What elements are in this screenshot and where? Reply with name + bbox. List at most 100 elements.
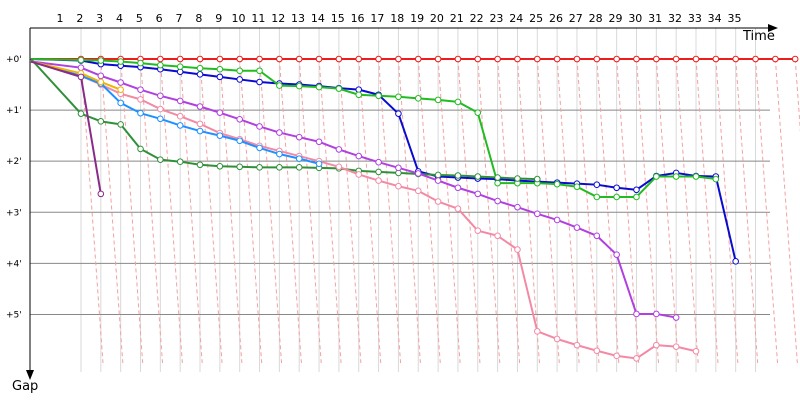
series-point <box>395 182 402 190</box>
lap-diagonal <box>755 58 779 364</box>
series-point <box>553 180 561 188</box>
series-point <box>276 82 283 89</box>
x-axis-arrow-icon <box>768 24 778 32</box>
series-point <box>157 156 164 163</box>
series-point <box>97 78 105 86</box>
series-point <box>672 173 680 180</box>
series-line <box>30 60 697 360</box>
x-tick-label: 32 <box>668 12 682 25</box>
series-point <box>772 55 779 63</box>
series-point <box>454 55 462 63</box>
x-tick-label: 7 <box>176 12 183 25</box>
series-point <box>236 137 243 145</box>
x-tick-label: 6 <box>156 12 163 25</box>
x-tick-label: 28 <box>589 12 603 25</box>
x-tick-label: 35 <box>728 12 742 25</box>
series-point <box>692 173 700 180</box>
series-point <box>97 72 105 80</box>
lap-diagonals <box>80 58 800 364</box>
x-tick-label: 15 <box>331 12 345 25</box>
series-point <box>732 258 739 265</box>
series-point <box>216 132 224 139</box>
series-point <box>315 83 323 91</box>
x-tick-label: 2 <box>76 12 83 25</box>
series-point <box>395 93 402 101</box>
series-point <box>395 110 402 117</box>
series-point <box>137 145 144 153</box>
series-3 <box>30 56 720 201</box>
x-tick-label: 23 <box>489 12 503 25</box>
series-point <box>593 55 601 63</box>
series-point <box>276 129 283 136</box>
series-point <box>494 232 501 240</box>
series-point <box>653 55 660 63</box>
series-point <box>216 109 224 116</box>
y-axis-arrow-icon <box>26 370 34 380</box>
series-point <box>335 85 343 92</box>
y-tick-label: +1' <box>6 106 22 116</box>
series-point <box>692 55 700 63</box>
series-point <box>137 96 144 103</box>
series-point <box>533 210 541 218</box>
x-tick-label: 4 <box>116 12 123 25</box>
lap-diagonal <box>516 58 540 364</box>
series-point <box>533 328 541 335</box>
series-point <box>176 158 184 165</box>
lap-diagonal <box>695 58 719 364</box>
y-tick-label: +2' <box>6 157 22 167</box>
series-point <box>216 55 224 63</box>
series-point <box>653 341 660 349</box>
series-point <box>315 138 323 146</box>
series-point <box>117 86 124 93</box>
series-point <box>196 161 204 169</box>
series-point <box>395 164 402 172</box>
y-axis-title: Gap <box>12 379 38 394</box>
series-point <box>514 175 521 182</box>
lap-diagonal <box>298 58 322 364</box>
series-point <box>633 355 640 362</box>
lap-diagonal <box>159 58 183 364</box>
x-tick-label: 11 <box>251 12 265 25</box>
series-line <box>30 60 102 195</box>
lap-diagonal <box>437 58 461 364</box>
series-point <box>573 183 581 191</box>
series-point <box>454 98 462 106</box>
axes: Time Gap <box>12 24 778 394</box>
x-tick-label: 10 <box>232 12 246 25</box>
x-tick-label: 3 <box>96 12 103 25</box>
series-7 <box>30 60 323 168</box>
series-point <box>236 67 243 75</box>
lap-diagonal <box>735 58 759 364</box>
series-point <box>474 190 482 198</box>
series-point <box>672 314 680 321</box>
series-4 <box>30 58 541 183</box>
series-point <box>295 82 303 90</box>
series-point <box>692 347 700 355</box>
series-point <box>633 310 640 318</box>
series-point <box>117 121 124 128</box>
series-point <box>653 310 660 318</box>
series-point <box>434 55 442 63</box>
series-point <box>791 55 799 63</box>
x-tick-label: 5 <box>136 12 143 25</box>
lap-diagonal <box>635 58 659 364</box>
series-point <box>494 55 501 63</box>
series-point <box>157 92 164 100</box>
series-point <box>375 168 382 176</box>
series-point <box>157 105 164 113</box>
series-point <box>375 55 382 63</box>
series-point <box>613 193 620 201</box>
x-tick-label: 22 <box>470 12 484 25</box>
series-point <box>395 55 402 63</box>
x-axis-title: Time <box>742 29 775 44</box>
series-point <box>633 55 640 63</box>
lap-diagonal <box>616 58 640 364</box>
x-tick-label: 21 <box>450 12 464 25</box>
series-point <box>137 86 144 93</box>
x-tick-label: 9 <box>215 12 222 25</box>
series-point <box>712 55 720 63</box>
series-point <box>335 55 343 63</box>
series-point <box>593 347 601 355</box>
tick-labels: 1 2 3 4 5 6 7 8 9 10 11 12 13 14 15 16 17 18 19 20 21 22 23 24 2… <box>6 12 742 320</box>
